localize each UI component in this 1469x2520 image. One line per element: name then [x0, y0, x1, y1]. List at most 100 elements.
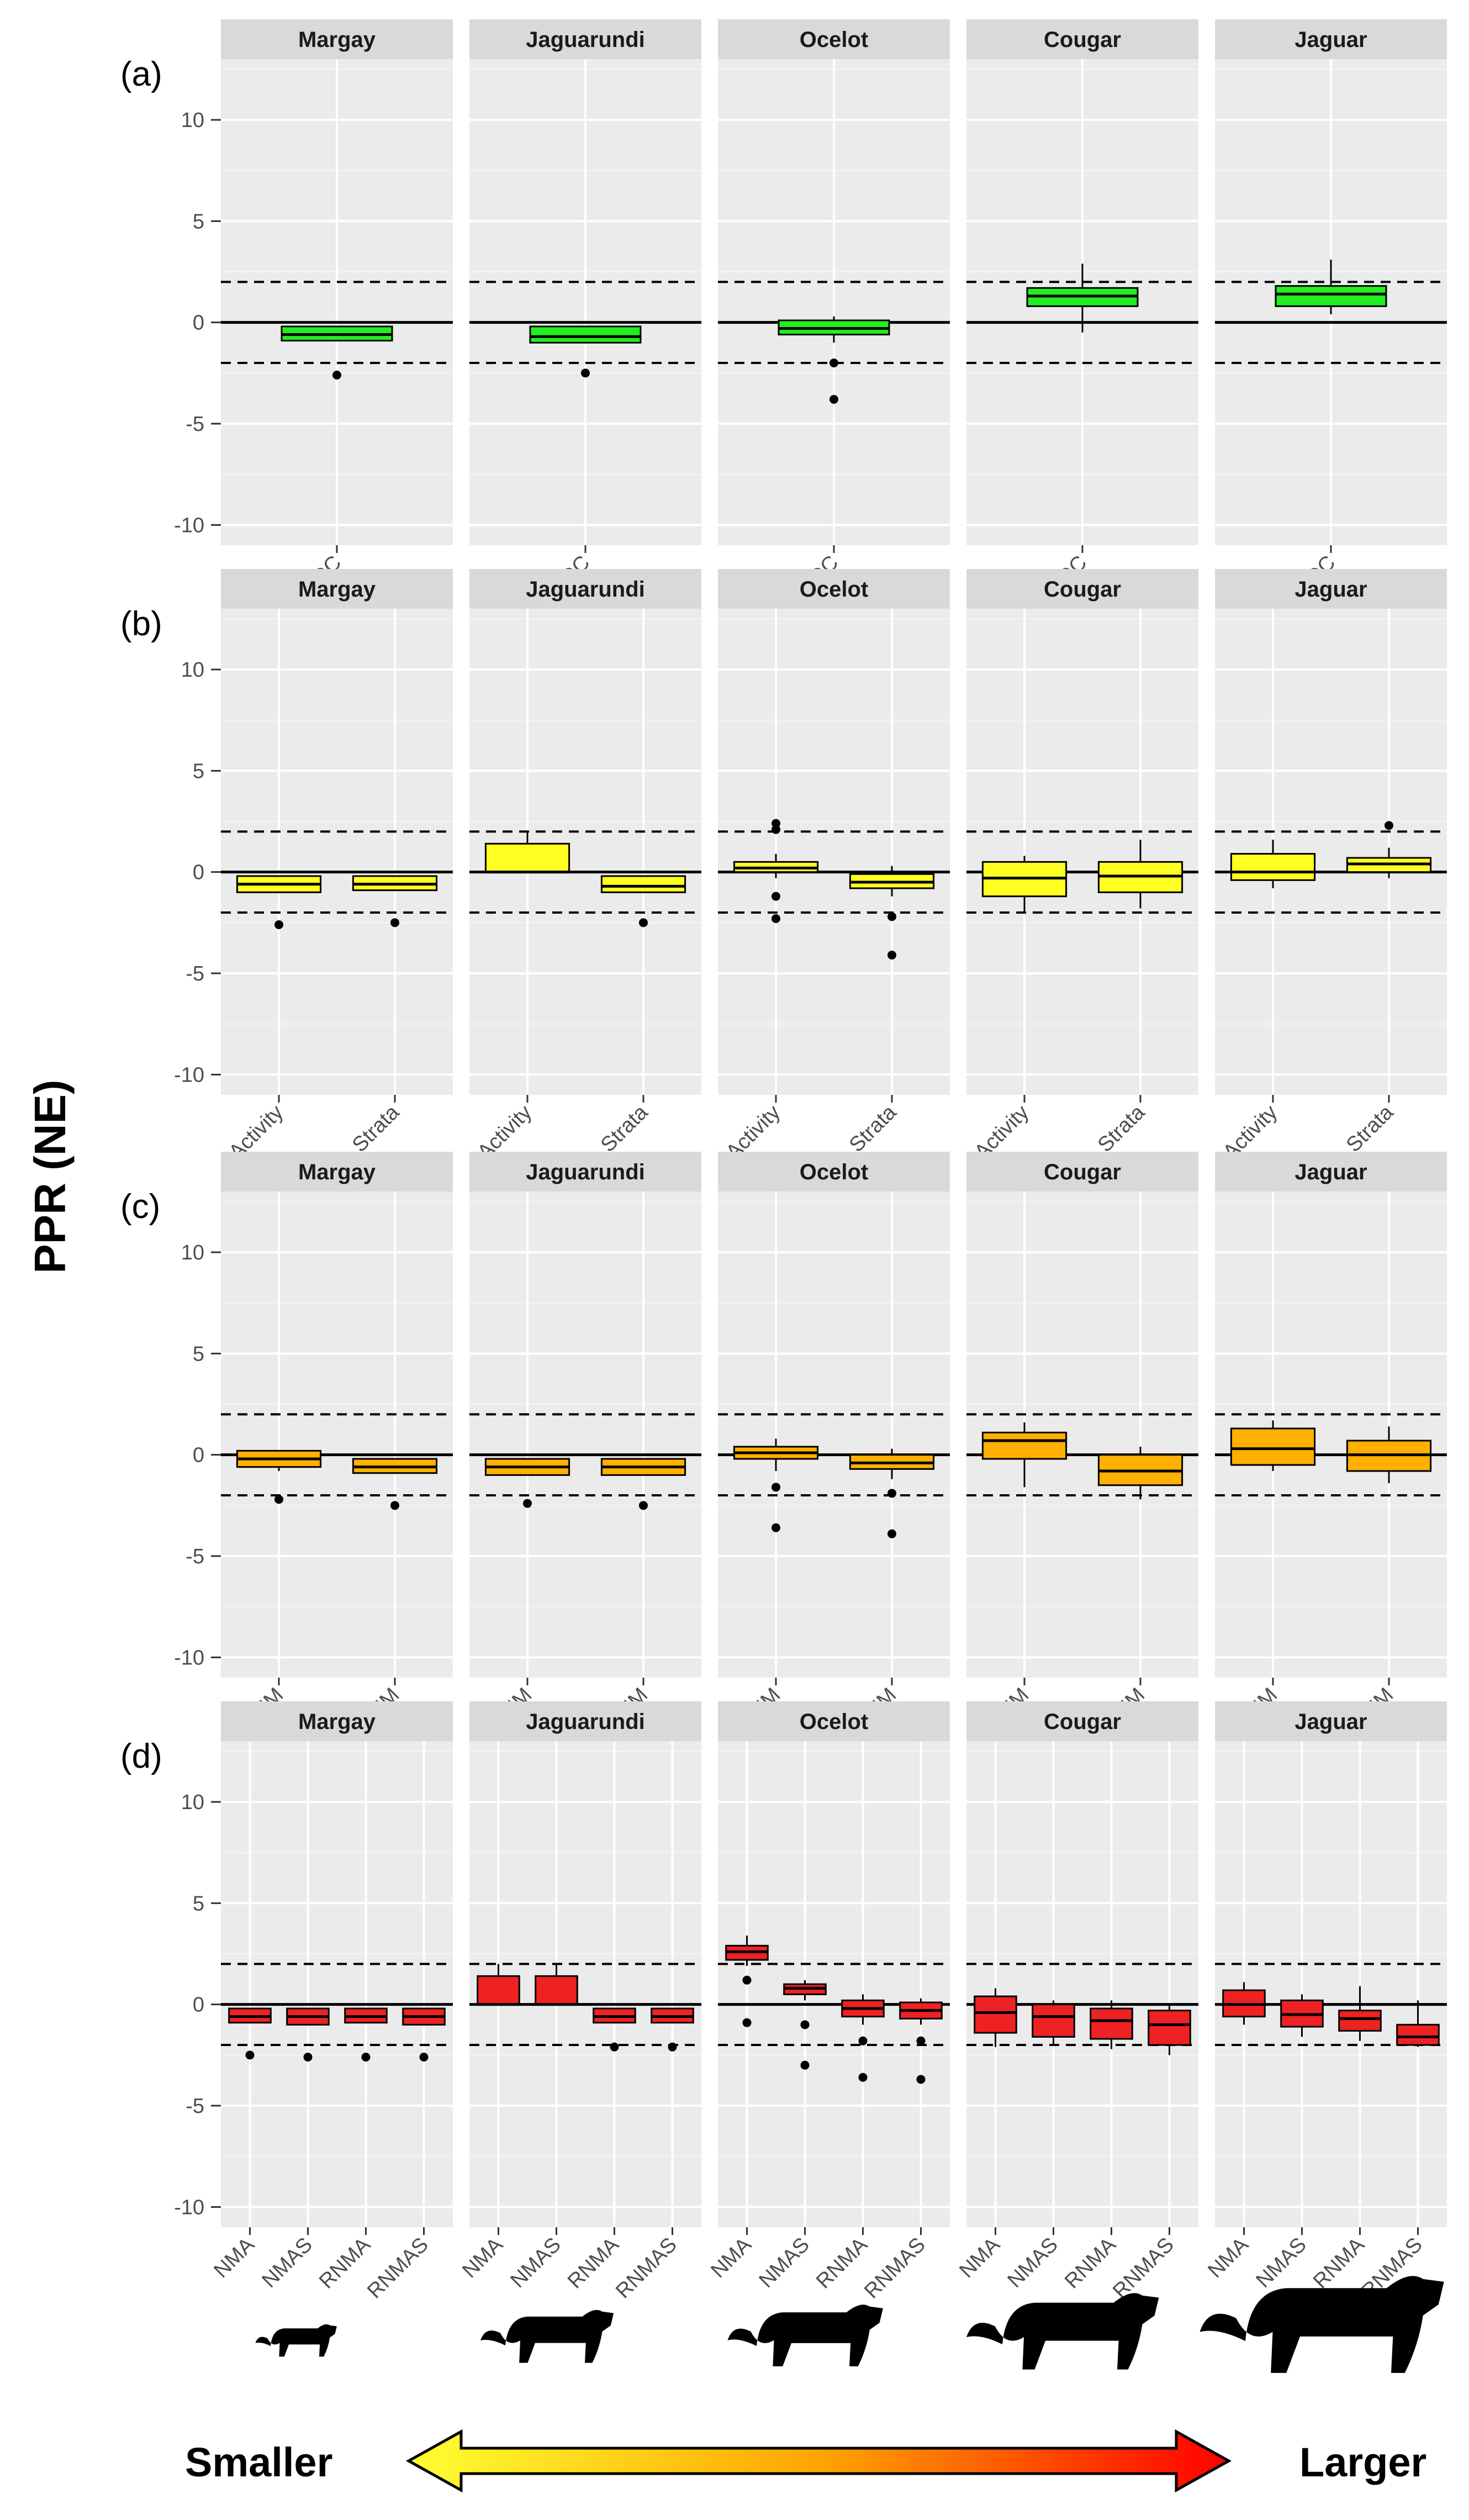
facet-ocelot: OcelotNMRNM	[718, 1152, 950, 1734]
panels: (a)-10-50510MargayCOCJaguarundiCOCOcelot…	[120, 19, 1447, 2303]
box	[484, 842, 570, 873]
outlier-point	[772, 825, 780, 834]
facet-strip-label: Margay	[298, 28, 376, 52]
facet-strip	[966, 1701, 1198, 1741]
facet-strip	[1215, 19, 1447, 59]
outlier-point	[610, 2042, 619, 2052]
box-nmas	[286, 2007, 330, 2062]
outlier-point	[742, 1975, 752, 1985]
outlier-point	[390, 918, 399, 927]
box-nma	[477, 1964, 520, 2006]
facet-strip-label: Margay	[298, 577, 376, 602]
cougar-silhouette-icon	[966, 2293, 1159, 2370]
facet-strip	[221, 1152, 453, 1192]
y-tick-label: 10	[181, 1791, 204, 1814]
size-gradient-arrow	[405, 2429, 1232, 2493]
facet-strip	[966, 569, 1198, 609]
outlier-point	[639, 1501, 648, 1510]
box	[1090, 2007, 1133, 2040]
x-tick-label: Strata	[1342, 1100, 1398, 1157]
box-rnm	[1346, 1426, 1432, 1483]
y-tick-label: 0	[193, 312, 204, 335]
panel-label: (a)	[120, 55, 162, 93]
y-tick-label: 5	[193, 760, 204, 783]
outlier-point	[245, 2050, 255, 2060]
plot-background	[221, 1192, 453, 1678]
facet-strip	[718, 1701, 950, 1741]
box-rnmas	[1148, 2004, 1191, 2055]
panel-a: (a)-10-50510MargayCOCJaguarundiCOCOcelot…	[120, 19, 1447, 600]
facet-strip	[966, 1152, 1198, 1192]
box-nma	[1222, 1982, 1266, 2025]
box-nm	[1230, 1420, 1316, 1471]
jaguarundi-silhouette-icon	[480, 2310, 614, 2363]
plot-background	[1215, 1741, 1447, 2227]
box-rnm	[1097, 1447, 1183, 1500]
facet-strip-label: Ocelot	[800, 1710, 868, 1734]
facet-strip	[469, 1701, 701, 1741]
outlier-point	[887, 1529, 896, 1538]
plot-background	[469, 1192, 701, 1678]
facet-strip	[718, 19, 950, 59]
box-nma	[228, 2007, 272, 2060]
x-tick-label: RNMAS	[611, 2233, 681, 2303]
box	[1230, 853, 1316, 881]
facet-strip-label: Jaguar	[1294, 1710, 1367, 1734]
x-tick-label: NMA	[955, 2233, 1005, 2282]
outlier-point	[742, 2018, 752, 2027]
outlier-point	[332, 371, 341, 379]
facet-margay: MargayNMRNM	[221, 1152, 453, 1734]
y-tick-label: 5	[193, 1342, 204, 1366]
box-nmas	[535, 1964, 578, 2006]
facet-strip-label: Margay	[298, 1160, 376, 1184]
facet-strip-label: Jaguar	[1294, 577, 1367, 602]
y-tick-label: 0	[193, 1994, 204, 2017]
x-tick-label: NMA	[209, 2233, 259, 2282]
x-tick-label: RNMAS	[860, 2233, 930, 2303]
y-tick-label: 5	[193, 1892, 204, 1915]
jaguar-silhouette-icon	[1199, 2276, 1444, 2373]
box-rnmas	[1396, 2000, 1440, 2047]
y-tick-label: -10	[174, 514, 204, 537]
outlier-point	[772, 1523, 780, 1532]
facet-strip	[718, 1152, 950, 1192]
y-axis-label: PPR (NE)	[25, 1079, 75, 1273]
plot-background	[221, 1741, 453, 2227]
box-coc	[281, 325, 393, 379]
facet-strip-label: Margay	[298, 1710, 376, 1734]
x-tick-label: RNMAS	[363, 2233, 433, 2303]
facet-strip-label: Ocelot	[800, 577, 868, 602]
facet-strip-label: Ocelot	[800, 1160, 868, 1184]
facet-strip-label: Cougar	[1044, 1710, 1121, 1734]
y-tick-label: -5	[186, 2095, 204, 2118]
y-tick-label: -5	[186, 962, 204, 985]
facet-strip	[221, 19, 453, 59]
box-strata	[352, 875, 438, 927]
box-strata	[600, 875, 686, 927]
x-tick-label: NMA	[706, 2233, 756, 2282]
box-nma	[725, 1936, 769, 2027]
outlier-point	[772, 1483, 780, 1492]
outlier-point	[274, 920, 283, 929]
box	[1230, 1427, 1316, 1466]
outlier-point	[639, 918, 648, 927]
box-rnma	[1338, 1986, 1382, 2041]
outlier-point	[523, 1499, 532, 1508]
outlier-point	[668, 2042, 677, 2052]
box	[1275, 285, 1387, 307]
panel-label: (b)	[120, 605, 162, 643]
y-tick-label: 10	[181, 109, 204, 132]
facet-strip-label: Jaguarundi	[526, 577, 645, 602]
box	[981, 1431, 1068, 1460]
outlier-point	[772, 819, 780, 828]
box-activity	[484, 831, 570, 874]
x-tick-label: Strata	[1093, 1100, 1150, 1157]
x-tick-label: Strata	[845, 1100, 901, 1157]
plot-background	[966, 1741, 1198, 2227]
outlier-point	[274, 1495, 283, 1504]
